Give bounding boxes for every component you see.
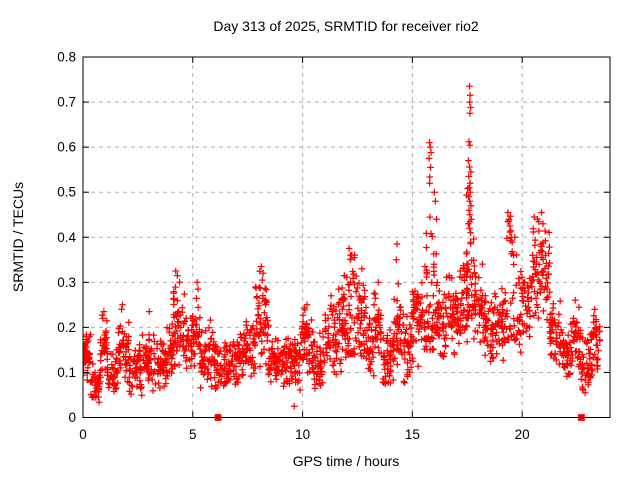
x-tick-label: 15 — [405, 427, 420, 442]
data-points-layer — [83, 83, 604, 421]
y-axis-label: SRMTID / TECUs — [10, 182, 26, 292]
y-tick-label: 0 — [68, 410, 76, 425]
x-tick-label: 20 — [515, 427, 530, 442]
y-tick-label: 0.3 — [57, 275, 76, 290]
y-tick-label: 0.4 — [57, 230, 76, 245]
y-tick-label: 0.8 — [57, 50, 76, 65]
y-tick-label: 0.5 — [57, 185, 76, 200]
chart-title: Day 313 of 2025, SRMTID for receiver rio… — [213, 18, 479, 34]
y-tick-label: 0.6 — [57, 140, 76, 155]
y-tick-label: 0.2 — [57, 320, 76, 335]
y-tick-label: 0.7 — [57, 95, 76, 110]
axes-layer: 0 5 10 15 20 0 0.1 0.2 0.3 0.4 0.5 0.6 0.7 0.8 — [57, 50, 611, 442]
data-points-srmtid — [83, 83, 604, 410]
y-tick-label: 0.1 — [57, 365, 76, 380]
x-axis-label: GPS time / hours — [293, 453, 400, 469]
x-tick-label: 0 — [79, 427, 87, 442]
x-tick-label: 10 — [295, 427, 310, 442]
x-tick-label: 5 — [189, 427, 197, 442]
